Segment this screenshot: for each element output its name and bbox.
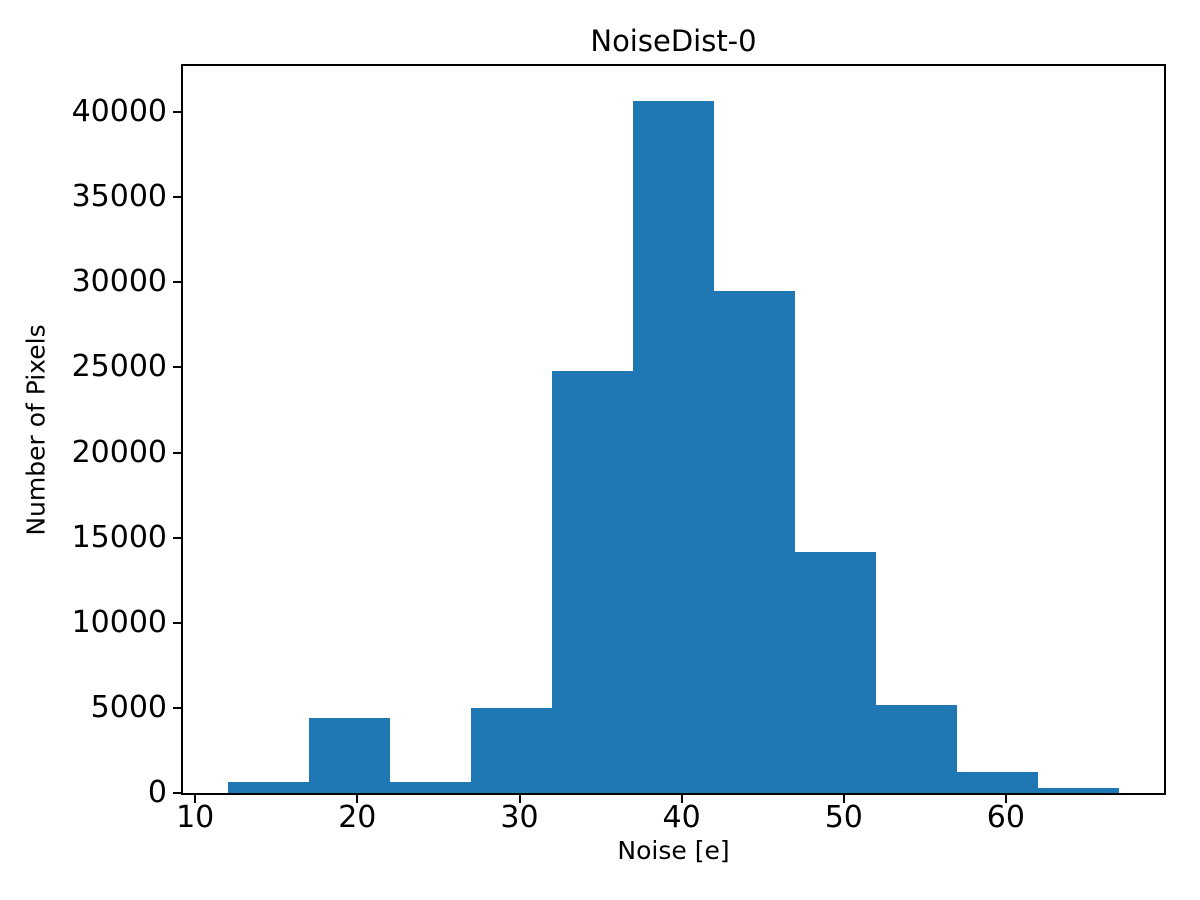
- plot-area: [183, 66, 1164, 793]
- y-tick-mark: [173, 792, 181, 794]
- y-tick-label: 40000: [71, 94, 167, 129]
- x-tick-label: 30: [500, 800, 539, 835]
- y-tick-label: 15000: [71, 519, 167, 555]
- y-tick-label: 0: [147, 775, 167, 810]
- y-tick-label: 35000: [71, 179, 167, 215]
- y-tick-mark: [173, 196, 181, 199]
- x-tick-label: 40: [662, 800, 701, 835]
- histogram-bar: [957, 771, 1039, 793]
- x-tick-mark: [842, 795, 845, 803]
- y-tick-mark: [173, 706, 181, 709]
- histogram-bar: [308, 718, 390, 793]
- histogram-bar: [795, 552, 877, 793]
- histogram-bar: [551, 370, 633, 793]
- y-tick-mark: [173, 621, 181, 624]
- x-tick-mark: [680, 795, 683, 803]
- histogram-bar: [470, 707, 552, 793]
- x-tick-mark: [356, 795, 359, 803]
- x-tick-mark: [1004, 795, 1007, 803]
- histogram-bar: [876, 705, 958, 793]
- x-tick-label: 50: [824, 800, 863, 835]
- x-tick-mark: [194, 795, 197, 803]
- x-tick-mark: [518, 795, 521, 803]
- y-tick-mark: [173, 111, 181, 113]
- x-tick-label: 20: [338, 800, 377, 835]
- y-tick-mark: [173, 451, 181, 454]
- histogram-bar: [633, 100, 715, 793]
- y-tick-label: 25000: [71, 349, 167, 385]
- histogram-bar: [1038, 787, 1120, 793]
- x-axis-label: Noise [e]: [617, 836, 730, 865]
- histogram-bar: [389, 781, 471, 793]
- y-tick-mark: [173, 366, 181, 369]
- x-tick-label: 60: [986, 800, 1025, 835]
- y-tick-mark: [173, 536, 181, 539]
- y-tick-label: 10000: [71, 604, 167, 640]
- y-tick-label: 5000: [90, 689, 167, 725]
- y-tick-label: 20000: [71, 434, 167, 470]
- histogram-bar: [227, 781, 309, 793]
- x-tick-label: 10: [176, 800, 215, 835]
- y-tick-mark: [173, 281, 181, 284]
- histogram-bar: [714, 290, 796, 793]
- y-tick-label: 30000: [71, 264, 167, 300]
- chart-title: NoiseDist-0: [590, 24, 757, 58]
